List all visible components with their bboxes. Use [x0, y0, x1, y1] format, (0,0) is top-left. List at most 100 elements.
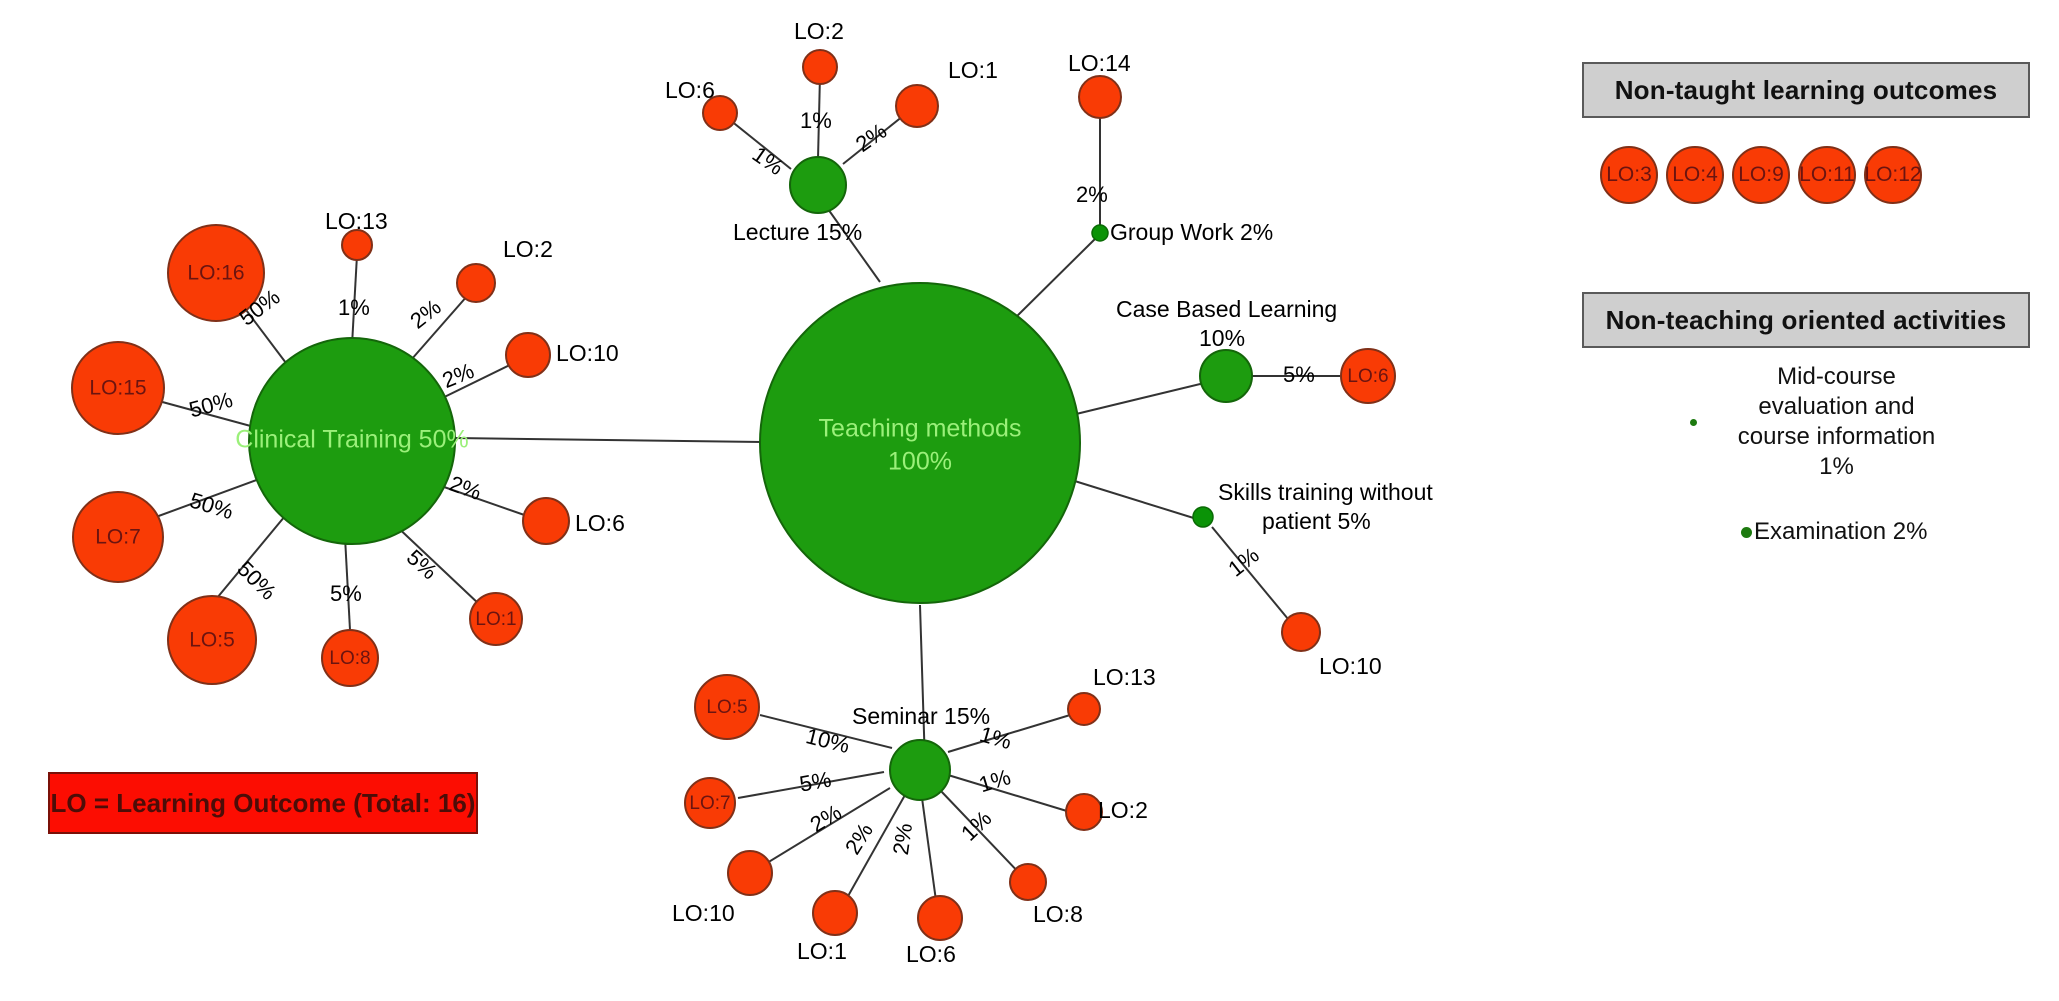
node-lo-label: LO:13: [1093, 664, 1156, 690]
legend-lo-key: LO = Learning Outcome (Total: 16): [48, 772, 478, 834]
node-case-based-learning-label-line1: Case Based Learning: [1116, 296, 1337, 322]
node-lo-label: LO:6: [665, 77, 715, 103]
node-lo-label: LO:5: [189, 629, 235, 652]
node-lo[interactable]: [505, 332, 551, 378]
edge-weight: 2%: [806, 799, 846, 837]
node-lo[interactable]: LO:7: [72, 491, 164, 583]
edge-center-groupwork: [1007, 236, 1098, 326]
edge-seminar-lo10: [761, 787, 891, 867]
node-lo-label: LO:16: [187, 262, 244, 285]
node-lo-label: LO:14: [1068, 50, 1131, 76]
node-lo[interactable]: LO:5: [167, 595, 257, 685]
edge-seminar-lo2: [947, 774, 1081, 816]
node-lo[interactable]: [456, 263, 496, 303]
edge-clinical-lo5: [211, 509, 291, 605]
node-lo[interactable]: LO:16: [167, 224, 265, 322]
node-group-work[interactable]: [1091, 224, 1109, 242]
edge-weight: 5%: [1283, 362, 1315, 387]
node-lo[interactable]: [812, 890, 858, 936]
lecture-edges: [729, 74, 909, 170]
node-lo-label: LO:2: [503, 236, 553, 262]
node-lo-label: LO:7: [95, 526, 141, 549]
edge-center-skills: [1064, 477, 1201, 521]
node-lo[interactable]: [727, 850, 773, 896]
legend-lo-bubble[interactable]: LO:4: [1666, 146, 1724, 204]
edge-center-clinical: [454, 437, 763, 443]
edge-weight: 10%: [803, 723, 852, 758]
node-skills-training-label-line1: Skills training without: [1218, 479, 1433, 505]
node-lecture[interactable]: [789, 156, 847, 214]
node-clinical-training[interactable]: Clinical Training 50%: [235, 337, 469, 545]
node-teaching-methods[interactable]: Teaching methods 100%: [759, 282, 1081, 604]
node-lo[interactable]: [1065, 793, 1103, 831]
node-lo-label: LO:5: [706, 697, 747, 718]
node-lo-label: LO:2: [1098, 797, 1148, 823]
edge-weight: 1%: [748, 141, 788, 180]
edge-weight: 1%: [977, 721, 1014, 754]
edge-weight: 2%: [1076, 182, 1108, 207]
node-lo[interactable]: [1078, 75, 1122, 119]
edge-weight: 1%: [800, 108, 832, 133]
legend-non-teaching-header: Non-teaching oriented activities: [1582, 292, 2030, 348]
legend-activity-label: Examination 2%: [1754, 518, 1928, 545]
node-lo-label: LO:10: [1319, 653, 1382, 679]
legend-lo-bubble[interactable]: LO:9: [1732, 146, 1790, 204]
legend-lo-bubble[interactable]: LO:11: [1798, 146, 1856, 204]
edge-clinical-lo2: [403, 294, 469, 369]
node-case-based-learning[interactable]: [1199, 349, 1253, 403]
node-teaching-methods-label-line2: 100%: [888, 448, 952, 476]
edge-clinical-lo15: [154, 399, 259, 429]
node-lo[interactable]: [1009, 863, 1047, 901]
seminar-edges: [737, 711, 1081, 909]
edge-weight: 1%: [338, 295, 370, 320]
node-lo-label: LO:13: [325, 208, 388, 234]
node-lo-label: LO:1: [797, 938, 847, 964]
node-lo-label: LO:15: [89, 377, 146, 400]
node-lo-label: LO:6: [1347, 366, 1388, 387]
legend-lo-bubble[interactable]: LO:3: [1600, 146, 1658, 204]
green-dot-icon: [1690, 418, 1697, 426]
node-lo-label: LO:8: [329, 648, 370, 669]
node-lo[interactable]: LO:6: [1340, 348, 1396, 404]
node-lo-label: LO:6: [906, 941, 956, 967]
node-lo[interactable]: [917, 895, 963, 941]
edge-weight: 50%: [186, 387, 235, 423]
node-lo-label: LO:1: [475, 609, 516, 630]
edge-seminar-lo13: [947, 711, 1081, 753]
node-lo[interactable]: LO:7: [684, 777, 736, 829]
edge-center-cbl: [1071, 377, 1226, 416]
node-lo[interactable]: [702, 95, 738, 131]
node-lo-label: LO:2: [794, 18, 844, 44]
center-edges: [454, 201, 1226, 766]
node-skills-training-label-line2: patient 5%: [1262, 508, 1371, 534]
node-clinical-training-label: Clinical Training 50%: [235, 426, 468, 454]
node-seminar[interactable]: [889, 739, 951, 801]
node-lo[interactable]: [341, 229, 373, 261]
legend-activity-examination[interactable]: Examination 2%: [1741, 517, 1927, 547]
node-lo[interactable]: LO:1: [469, 592, 523, 646]
edge-lecture-lo2: [817, 74, 821, 160]
node-skills-training[interactable]: [1192, 506, 1214, 528]
legend-lo-bubble[interactable]: LO:12: [1864, 146, 1922, 204]
edge-weight: 5%: [798, 767, 834, 797]
legend-activity-line: 1%: [1819, 453, 1854, 480]
clinical-edges: [144, 254, 534, 631]
node-lo[interactable]: [1281, 612, 1321, 652]
node-lo[interactable]: [1067, 692, 1101, 726]
legend-activity-mid-course[interactable]: Mid-course evaluation and course informa…: [1690, 362, 1970, 482]
node-lo-label: LO:6: [575, 510, 625, 536]
node-lo[interactable]: [522, 497, 570, 545]
edge-skills-lo10: [1211, 526, 1294, 626]
node-lo[interactable]: [895, 84, 939, 128]
edge-weight: 5%: [402, 544, 442, 584]
node-lo-label: LO:10: [672, 900, 735, 926]
node-lo-label: LO:10: [556, 340, 619, 366]
node-lo-label: LO:8: [1033, 901, 1083, 927]
node-lo[interactable]: LO:8: [321, 629, 379, 687]
node-lo[interactable]: [802, 49, 838, 85]
node-lo[interactable]: LO:15: [71, 341, 165, 435]
node-lo[interactable]: LO:5: [694, 674, 760, 740]
node-seminar-label: Seminar 15%: [852, 703, 990, 729]
edge-lecture-lo6: [729, 119, 792, 170]
